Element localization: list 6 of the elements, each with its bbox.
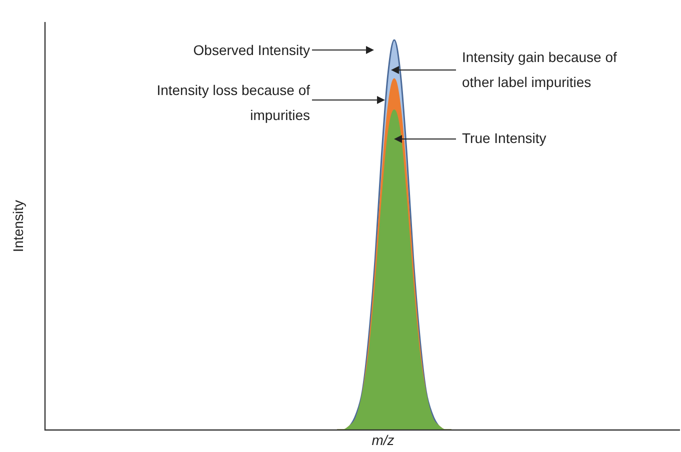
- y-axis-title: Intensity: [10, 198, 26, 254]
- x-axis-title: m/z: [370, 432, 396, 448]
- annotation: True Intensity: [462, 129, 548, 148]
- annotation: Observed Intensity: [192, 41, 310, 60]
- annotation: Intensity loss because of impurities: [156, 81, 310, 125]
- annotation: Intensity gain because of other label impurities: [462, 48, 618, 92]
